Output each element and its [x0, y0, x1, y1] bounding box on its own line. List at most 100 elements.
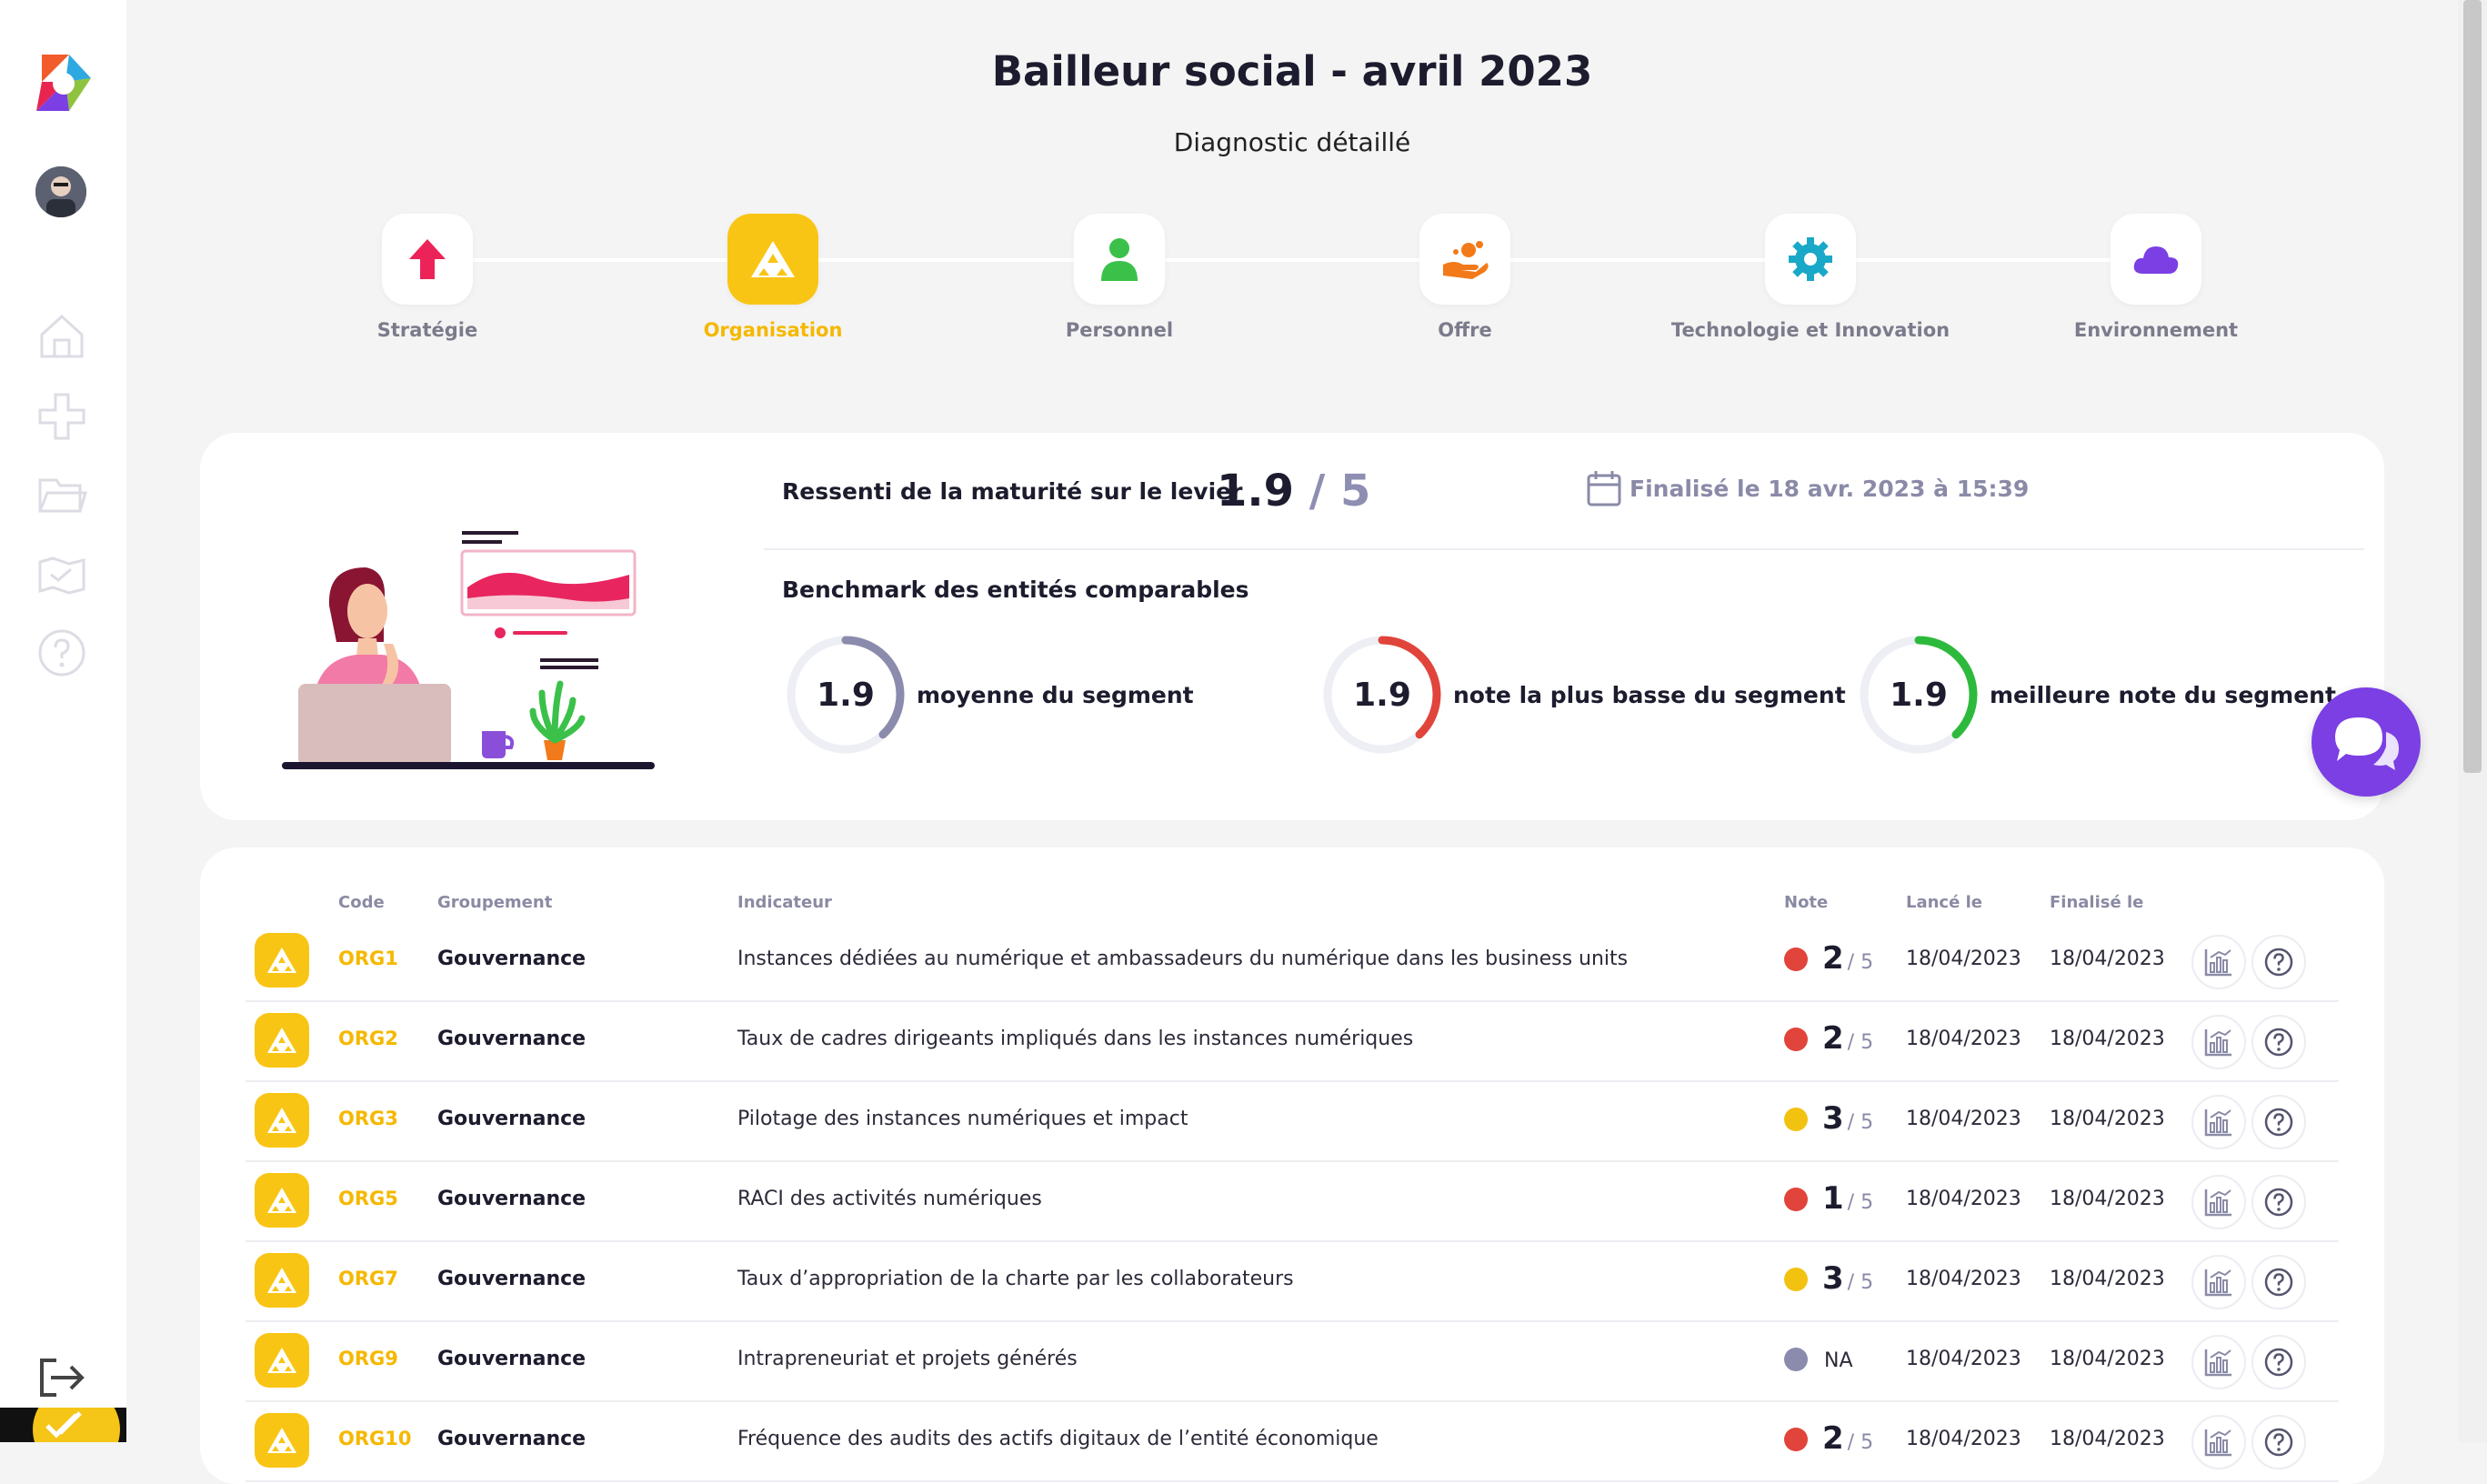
triangle-org-icon: [255, 933, 309, 988]
table-row[interactable]: ORG10 Gouvernance Fréquence des audits d…: [246, 1400, 2339, 1482]
col-header-finalized[interactable]: Finalisé le: [2050, 893, 2144, 912]
scrollbar-thumb[interactable]: [2463, 0, 2482, 773]
note-value: 2/ 5: [1822, 1420, 1874, 1457]
row-group: Gouvernance: [437, 948, 587, 970]
row-code[interactable]: ORG10: [338, 1428, 412, 1449]
col-header-indicator[interactable]: Indicateur: [737, 893, 832, 912]
help-icon[interactable]: [2251, 1335, 2306, 1389]
chart-icon[interactable]: [2191, 1415, 2246, 1469]
step-label: Technologie et Innovation: [1670, 319, 1950, 341]
home-icon[interactable]: [36, 311, 87, 362]
row-group: Gouvernance: [437, 1348, 587, 1370]
table-row[interactable]: ORG3 Gouvernance Pilotage des instances …: [246, 1080, 2339, 1162]
note-status-dot: [1784, 1108, 1808, 1131]
row-indicator[interactable]: Taux d’appropriation de la charte par le…: [737, 1268, 1294, 1290]
scrollbar[interactable]: [2458, 0, 2487, 1442]
row-indicator[interactable]: RACI des activités numériques: [737, 1188, 1042, 1210]
chart-icon[interactable]: [2191, 1255, 2246, 1309]
row-code[interactable]: ORG3: [338, 1108, 398, 1129]
maturity-max: / 5: [1309, 466, 1371, 516]
gauge-meilleure: 1.9 meilleure note du segment: [1857, 633, 2336, 757]
chart-icon[interactable]: [2191, 1175, 2246, 1229]
row-code[interactable]: ORG2: [338, 1028, 398, 1049]
help-icon[interactable]: [2251, 1175, 2306, 1229]
note-value: 2/ 5: [1822, 940, 1874, 977]
chat-bubbles-icon: [2335, 717, 2399, 770]
row-finalized: 18/04/2023: [2050, 1428, 2165, 1450]
row-indicator[interactable]: Fréquence des audits des actifs digitaux…: [737, 1428, 1379, 1450]
row-group: Gouvernance: [437, 1108, 587, 1130]
divider: [764, 548, 2364, 550]
col-header-launched[interactable]: Lancé le: [1906, 893, 1982, 912]
gauge-label: meilleure note du segment: [1990, 681, 2336, 708]
page-subtitle: Diagnostic détaillé: [1173, 127, 1411, 157]
step-label: Environnement: [2073, 319, 2239, 341]
col-header-code[interactable]: Code: [338, 893, 385, 912]
table-row[interactable]: ORG5 Gouvernance RACI des activités numé…: [246, 1160, 2339, 1242]
help-icon[interactable]: [2251, 1015, 2306, 1069]
table-row[interactable]: ORG2 Gouvernance Taux de cadres dirigean…: [246, 1000, 2339, 1082]
step-offre[interactable]: Offre: [1301, 214, 1629, 341]
chart-icon[interactable]: [2191, 935, 2246, 989]
gauge-value: 1.9: [1890, 676, 1948, 714]
row-indicator[interactable]: Intrapreneuriat et projets générés: [737, 1348, 1078, 1370]
hand-offer-icon: [1419, 214, 1510, 305]
arrow-up-icon: [382, 214, 473, 305]
row-finalized: 18/04/2023: [2050, 1108, 2165, 1130]
note-status-dot: [1784, 1348, 1808, 1371]
page-title: Bailleur social - avril 2023: [991, 47, 1593, 95]
map-icon[interactable]: [36, 549, 87, 600]
maturity-value: 1.9: [1217, 466, 1295, 516]
step-environnement[interactable]: Environnement: [1992, 214, 2320, 341]
table-row[interactable]: ORG9 Gouvernance Intrapreneuriat et proj…: [246, 1320, 2339, 1402]
triangle-org-icon: [727, 214, 818, 305]
step-strategie[interactable]: Stratégie: [264, 214, 591, 341]
help-icon[interactable]: [2251, 1255, 2306, 1309]
triangle-org-icon: [255, 1253, 309, 1308]
gauge-value: 1.9: [817, 676, 875, 714]
step-organisation[interactable]: Organisation: [609, 214, 937, 341]
logout-icon[interactable]: [36, 1355, 87, 1400]
row-finalized: 18/04/2023: [2050, 1188, 2165, 1210]
step-technologie[interactable]: Technologie et Innovation: [1647, 214, 1974, 341]
note-status-dot: [1784, 1188, 1808, 1211]
row-indicator[interactable]: Instances dédiées au numérique et ambass…: [737, 948, 1629, 970]
corner-check-badge[interactable]: [0, 1408, 126, 1442]
col-header-group[interactable]: Groupement: [437, 893, 553, 912]
row-indicator[interactable]: Pilotage des instances numériques et imp…: [737, 1108, 1188, 1130]
row-launched: 18/04/2023: [1906, 1348, 2021, 1370]
summary-card: Ressenti de la maturité sur le levier 1.…: [200, 433, 2384, 820]
folder-icon[interactable]: [36, 469, 88, 520]
row-code[interactable]: ORG7: [338, 1268, 398, 1289]
row-code[interactable]: ORG1: [338, 948, 398, 969]
help-icon[interactable]: [2251, 1095, 2306, 1149]
chart-icon[interactable]: [2191, 1095, 2246, 1149]
plus-cross-icon[interactable]: [36, 391, 87, 442]
row-indicator[interactable]: Taux de cadres dirigeants impliqués dans…: [737, 1028, 1414, 1050]
user-avatar[interactable]: [35, 166, 86, 217]
help-icon[interactable]: [36, 627, 87, 678]
row-finalized: 18/04/2023: [2050, 1348, 2165, 1370]
triangle-org-icon: [255, 1413, 309, 1468]
chart-icon[interactable]: [2191, 1335, 2246, 1389]
cloud-icon: [2111, 214, 2201, 305]
table-row[interactable]: ORG1 Gouvernance Instances dédiées au nu…: [246, 920, 2339, 1002]
note-value: 3/ 5: [1822, 1260, 1874, 1297]
row-finalized: 18/04/2023: [2050, 1268, 2165, 1290]
note-value: 1/ 5: [1822, 1180, 1874, 1217]
table-row[interactable]: ORG7 Gouvernance Taux d’appropriation de…: [246, 1240, 2339, 1322]
help-icon[interactable]: [2251, 935, 2306, 989]
row-code[interactable]: ORG9: [338, 1348, 398, 1369]
step-personnel[interactable]: Personnel: [956, 214, 1283, 341]
row-launched: 18/04/2023: [1906, 1028, 2021, 1050]
row-finalized: 18/04/2023: [2050, 948, 2165, 970]
col-header-note[interactable]: Note: [1784, 893, 1829, 912]
person-icon: [1074, 214, 1165, 305]
app-logo[interactable]: [33, 51, 96, 115]
gauge-moyenne: 1.9 moyenne du segment: [784, 633, 1194, 757]
row-code[interactable]: ORG5: [338, 1188, 398, 1209]
row-group: Gouvernance: [437, 1188, 587, 1210]
help-icon[interactable]: [2251, 1415, 2306, 1469]
chart-icon[interactable]: [2191, 1015, 2246, 1069]
chat-button[interactable]: [2312, 687, 2421, 797]
